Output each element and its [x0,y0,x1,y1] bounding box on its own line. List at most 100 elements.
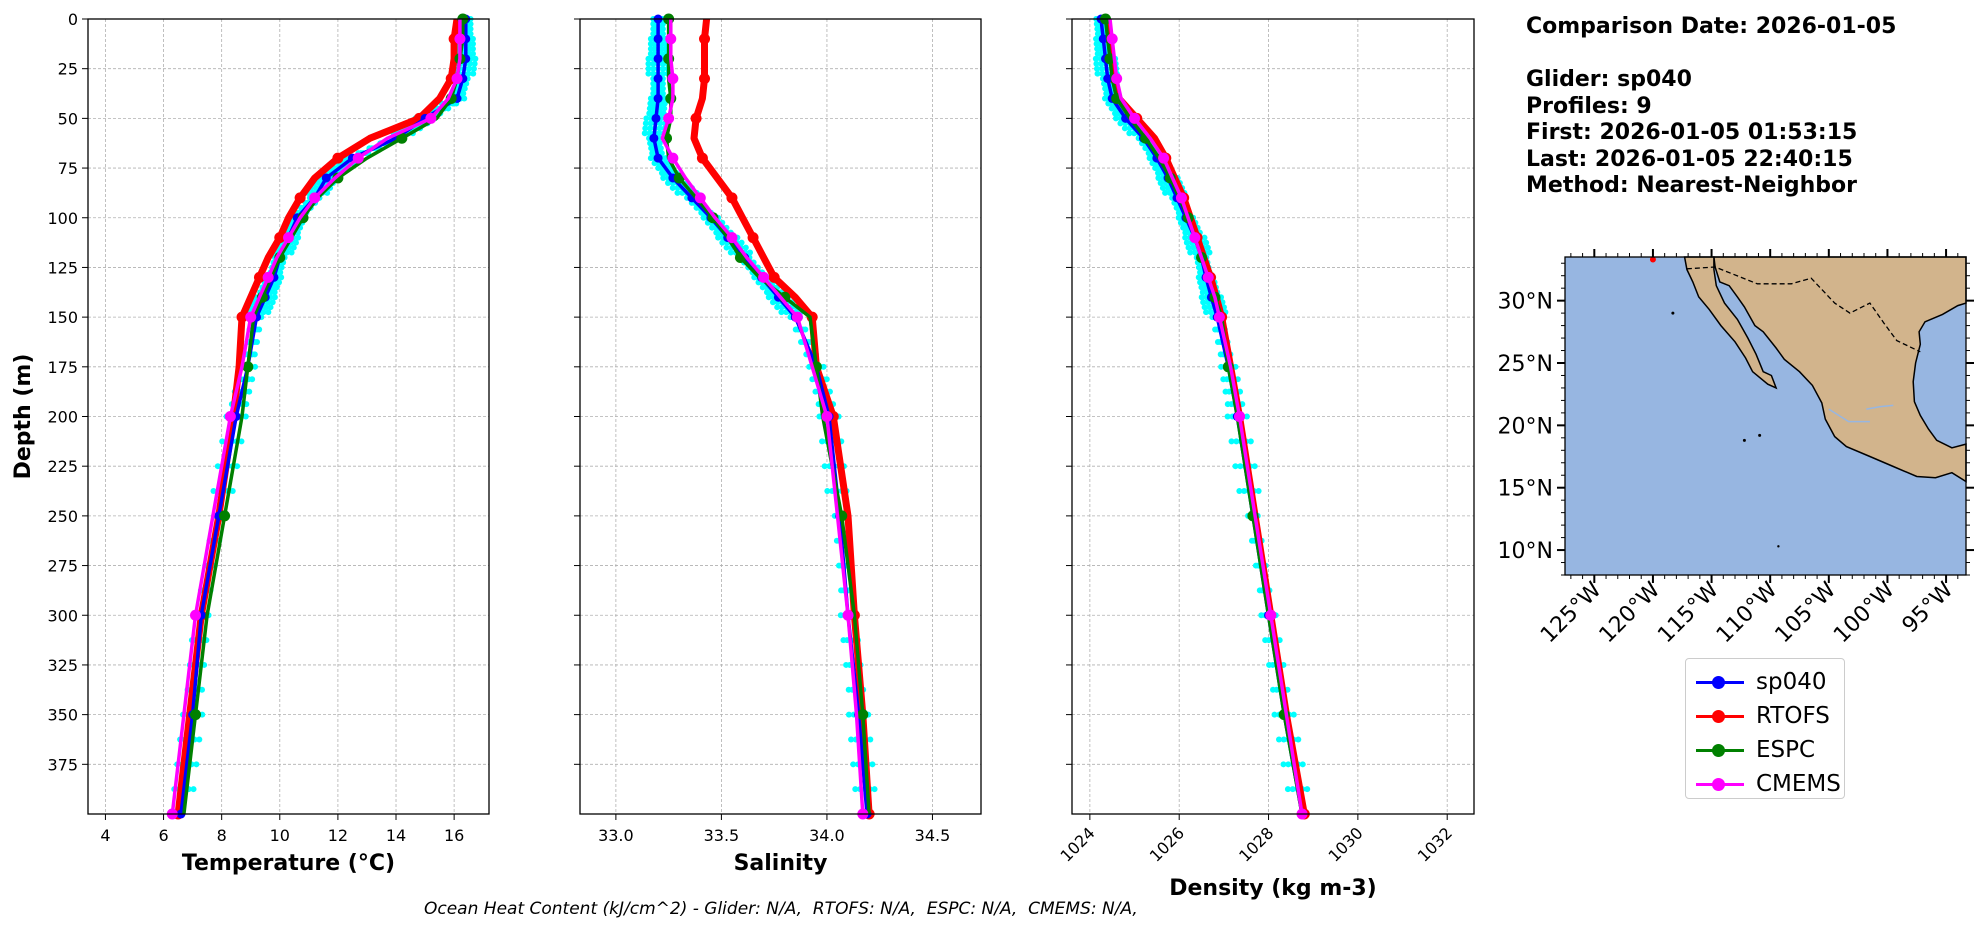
glider-point [469,40,476,47]
first-time: First: 2026-01-05 01:53:15 [1526,120,1858,145]
point-sp040 [321,173,331,183]
glider-point [642,125,649,132]
glider-point [1183,239,1190,246]
x-tick-label: 16 [444,826,464,845]
glider-point [823,376,830,383]
map-lat-label: 20°N [1498,414,1553,439]
point-CMEMS [309,192,321,204]
glider-point [1185,244,1192,251]
glider-point [1285,761,1292,768]
glider-point [256,326,263,333]
glider-point [214,463,221,470]
glider-point [210,488,217,495]
glider-point [470,70,477,77]
y-tick-label: 25 [58,60,78,79]
glider-point [1159,184,1166,191]
glider-point [276,279,283,286]
glider-point [802,326,809,333]
x-tick-label: 12 [328,826,348,845]
glider-point [1251,463,1258,470]
point-CMEMS [190,609,202,621]
map-frame [1564,256,1967,576]
glider-point [467,20,474,27]
glider-point [469,45,476,52]
glider-point [1275,736,1282,743]
glider-point [271,289,278,296]
glider-point [659,85,666,92]
glider-point [1224,413,1231,420]
glider-point [295,234,302,241]
glider-point [290,244,297,251]
glider-point [850,761,857,768]
glider-point [845,711,852,718]
glider-point [659,25,666,32]
y-tick-label: 350 [47,706,78,725]
x-tick-label: 6 [158,826,168,845]
glider-point [1290,711,1297,718]
glider-point [765,294,772,301]
glider-point [469,35,476,42]
island [1671,311,1675,315]
glider-point [249,376,256,383]
panel-1: 33.0 33.5 34.0 34.5 Salinity [574,13,982,876]
glider-point [1206,249,1213,256]
point-CMEMS [1213,311,1225,323]
glider-point [824,488,831,495]
glider-point [472,55,479,62]
map-lat-label: 10°N [1498,539,1553,564]
x-tick-label: 1028 [1235,823,1277,865]
x-tick-label: 1032 [1414,823,1456,865]
glider-point [1280,736,1287,743]
glider-point [738,239,745,246]
glider-point [642,120,649,127]
glider-point [659,30,666,37]
glider-point [277,269,284,276]
x-tick-label: 1024 [1056,823,1098,865]
glider-point [650,70,657,77]
glider-point [641,130,648,137]
y-tick-label: 75 [58,159,78,178]
y-tick-label: 325 [47,656,78,675]
island [1742,438,1746,442]
glider-point [819,438,826,445]
point-CMEMS [1158,152,1170,164]
panel-2: 1024 1026 1028 1030 1032 Density (kg m-3) [1056,13,1475,901]
glider-point [871,786,878,793]
glider-point [674,189,681,196]
x-tick-label: 1030 [1324,823,1366,865]
point-sp040 [649,133,659,143]
glider-point [467,25,474,32]
map-lon-label: 125°W [1536,577,1607,648]
glider-point [271,294,278,301]
glider-point [820,363,827,370]
point-RTOFS [747,232,759,244]
point-RTOFS [699,73,711,85]
glider-point [645,55,652,62]
point-sp040 [1103,74,1113,84]
glider-point [315,179,322,186]
map-lon-label: 105°W [1771,577,1842,648]
x-tick-label: 34.0 [809,826,845,845]
glider-point [1187,249,1194,256]
map-lon-label: 100°W [1829,577,1900,648]
point-CMEMS [262,271,274,283]
glider-point [269,299,276,306]
point-CMEMS [791,311,803,323]
glider-point [650,60,657,67]
glider-point [273,284,280,291]
glider-point [1201,234,1208,241]
point-CMEMS [1265,609,1277,621]
river [1866,404,1894,410]
glider-point [470,65,477,72]
y-tick-label: 50 [58,109,78,128]
point-CMEMS [224,411,236,422]
glider-point [656,140,663,147]
point-sp040 [1098,34,1108,44]
point-CMEMS [352,152,364,164]
glider-point [1255,488,1262,495]
y-tick-label: 250 [47,507,78,526]
glider-point [1164,184,1171,191]
glider-point [252,363,259,370]
glider-point [1243,413,1250,420]
